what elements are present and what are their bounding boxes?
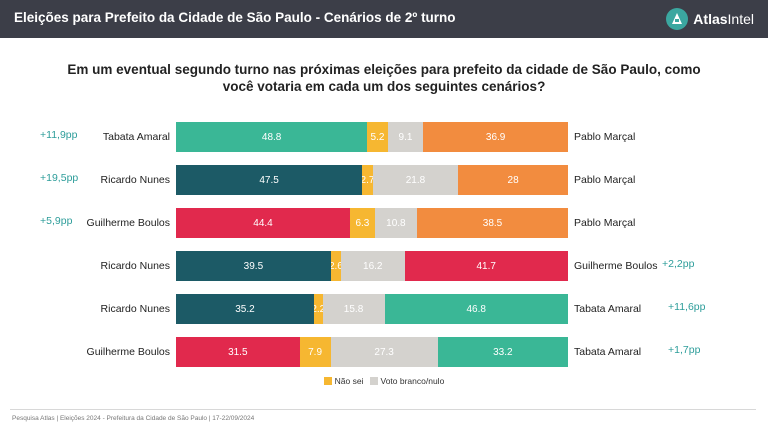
data-label: 39.5 (243, 260, 264, 272)
data-label: 46.8 (466, 303, 486, 315)
bar-segment-pablo-marcal: 28 (458, 165, 568, 195)
bar-segment-tabata-amaral: 46.8 (384, 294, 568, 324)
margin-label: +1,7pp (668, 344, 701, 356)
bar-segment-guilherme-boulos: 41.7 (404, 251, 568, 281)
data-label: 7.9 (308, 346, 323, 358)
bar-segment-voto-branco: 21.8 (372, 165, 459, 195)
margin-label: +5,9pp (40, 215, 73, 227)
stacked-bar: 31.5 7.9 27.3 33.2 (176, 337, 568, 367)
bar-segment-tabata-amaral: 48.8 (176, 122, 368, 152)
chart-row: +19,5pp Ricardo Nunes 47.5 2.7 21.8 28 Pablo M… (0, 165, 768, 195)
footer-source: Pesquisa Atlas | Eleições 2024 - Prefeit… (12, 415, 255, 422)
atlasintel-logo: AtlasIntel (666, 7, 754, 31)
stacked-bar: 44.4 6.3 10.8 38.5 (176, 208, 568, 238)
left-candidate-label: Ricardo Nunes (100, 260, 170, 272)
bar-segment-ricardo-nunes: 39.5 (176, 251, 331, 281)
atlas-logo-icon (666, 8, 689, 30)
chart-row: +11,6pp Ricardo Nunes 35.2 2.2 15.8 46.8 Tabat… (0, 294, 768, 324)
page-title: Eleições para Prefeito da Cidade de São … (14, 10, 456, 25)
data-label: 35.2 (235, 303, 255, 315)
data-label: 38.5 (482, 217, 503, 229)
bar-segment-voto-branco: 10.8 (374, 208, 418, 238)
data-label: 9.1 (398, 131, 413, 143)
right-candidate-label: Tabata Amaral (574, 346, 642, 358)
right-candidate-label: Tabata Amaral (574, 303, 642, 315)
margin-label: +11,9pp (40, 129, 78, 141)
right-candidate-label: Pablo Marçal (574, 131, 636, 143)
data-label: 33.2 (493, 346, 513, 358)
data-label: 27.3 (374, 346, 394, 358)
chart-row: +11,9pp Tabata Amaral 48.8 5.2 9.1 36.9 Pablo … (0, 122, 768, 152)
bar-segment-nao-sei: 6.3 (350, 208, 375, 238)
data-label: 10.8 (386, 217, 406, 229)
data-label: 36.9 (485, 131, 506, 143)
data-label: 2.7 (362, 174, 373, 186)
bar-segment-guilherme-boulos: 31.5 (176, 337, 300, 367)
survey-question: Em um eventual segundo turno nas próxima… (67, 62, 701, 94)
margin-label: +2,2pp (662, 258, 695, 270)
bar-segment-tabata-amaral: 33.2 (437, 337, 568, 367)
margin-label: +19,5pp (40, 172, 79, 184)
bar-segment-voto-branco: 16.2 (341, 251, 405, 281)
data-label: 28 (507, 174, 519, 186)
stacked-bar: 48.8 5.2 9.1 36.9 (176, 122, 568, 152)
footer-divider (10, 409, 756, 410)
left-candidate-label: Ricardo Nunes (100, 174, 170, 186)
data-label: 48.8 (261, 131, 282, 143)
data-label: 6.3 (355, 217, 370, 229)
legend-item-voto-branco: Voto branco/nulo (369, 376, 445, 386)
legend-swatch-nao-sei (323, 377, 332, 385)
bar-segment-pablo-marcal: 38.5 (417, 208, 568, 238)
chart-row: +1,7pp Guilherme Boulos 31.5 7.9 27.3 33.2 Tab… (0, 337, 768, 367)
data-label: 16.2 (363, 260, 383, 272)
chart-legend: Não sei Voto branco/nulo (0, 376, 768, 386)
data-label: 31.5 (228, 346, 248, 358)
logo-text: AtlasIntel (693, 11, 754, 27)
left-candidate-label: Tabata Amaral (102, 131, 170, 143)
data-label: 21.8 (405, 174, 426, 186)
legend-label-nao-sei: Não sei (334, 376, 364, 386)
bar-segment-nao-sei: 2.2 (313, 294, 323, 324)
header-bar: Eleições para Prefeito da Cidade de São … (0, 0, 768, 38)
bar-segment-voto-branco: 27.3 (330, 337, 438, 367)
data-label: 2.2 (313, 303, 323, 315)
left-candidate-label: Guilherme Boulos (86, 217, 170, 229)
data-label: 47.5 (259, 174, 279, 186)
legend-item-nao-sei: Não sei (323, 376, 364, 386)
bar-segment-ricardo-nunes: 47.5 (176, 165, 363, 195)
data-label: 41.7 (476, 260, 496, 272)
right-candidate-label: Pablo Marçal (574, 174, 636, 186)
bar-segment-nao-sei: 7.9 (299, 337, 331, 367)
bar-segment-guilherme-boulos: 44.4 (176, 208, 351, 238)
bar-segment-voto-branco: 15.8 (322, 294, 385, 324)
stacked-bar: 47.5 2.7 21.8 28 (176, 165, 568, 195)
bar-segment-pablo-marcal: 36.9 (423, 122, 568, 152)
margin-label: +11,6pp (668, 301, 706, 313)
left-candidate-label: Guilherme Boulos (86, 346, 170, 358)
data-label: 5.2 (370, 131, 385, 143)
legend-swatch-voto-branco (369, 377, 378, 385)
stacked-bar: 39.5 2.6 16.2 41.7 (176, 251, 568, 281)
left-candidate-label: Ricardo Nunes (100, 303, 170, 315)
right-candidate-label: Guilherme Boulos (574, 260, 658, 272)
data-label: 15.8 (343, 303, 364, 315)
bar-segment-nao-sei: 2.7 (362, 165, 373, 195)
right-candidate-label: Pablo Marçal (574, 217, 636, 229)
legend-label-voto-branco: Voto branco/nulo (380, 376, 445, 386)
bar-segment-nao-sei: 2.6 (330, 251, 342, 281)
stacked-bar: 35.2 2.2 15.8 46.8 (176, 294, 568, 324)
bar-segment-ricardo-nunes: 35.2 (176, 294, 314, 324)
bar-segment-voto-branco: 9.1 (387, 122, 424, 152)
chart-row: +5,9pp Guilherme Boulos 44.4 6.3 10.8 38.5 Pab… (0, 208, 768, 238)
data-label: 2.6 (330, 260, 342, 272)
chart-row: +2,2pp Ricardo Nunes 39.5 2.6 16.2 41.7 Guilhe… (0, 251, 768, 281)
bar-segment-nao-sei: 5.2 (367, 122, 388, 152)
data-label: 44.4 (253, 217, 273, 229)
